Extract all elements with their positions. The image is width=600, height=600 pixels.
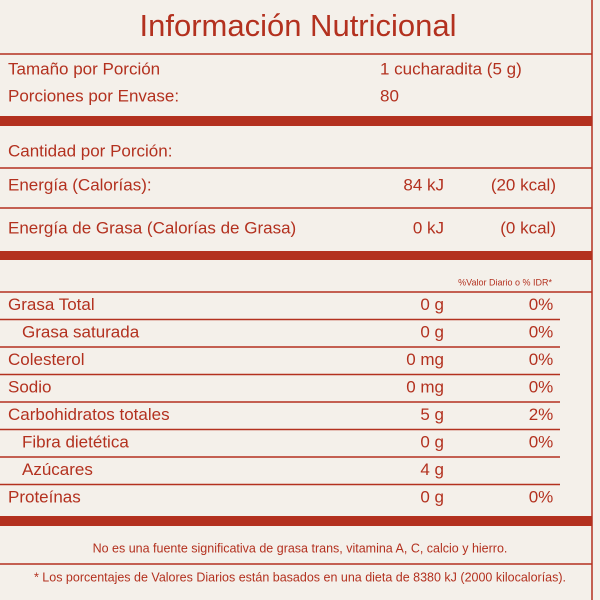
footnote: * Los porcentajes de Valores Diarios est… xyxy=(34,570,566,584)
nutrient-percent: 0% xyxy=(529,323,554,342)
energy-kcal: (20 kcal) xyxy=(491,175,556,194)
nutrient-rows: Grasa Total 0 g 0% Grasa saturada 0 g 0% Coles… xyxy=(0,295,560,507)
energy-kj: 0 kJ xyxy=(413,218,444,237)
thick-divider xyxy=(0,516,592,526)
footnote: No es una fuente significativa de grasa … xyxy=(93,541,508,555)
thick-divider xyxy=(0,116,592,126)
energy-label: Energía (Calorías): xyxy=(8,175,152,194)
servings-label: Porciones por Envase: xyxy=(8,86,179,105)
energy-kj: 84 kJ xyxy=(403,175,444,194)
nutrient-name: Carbohidratos totales xyxy=(8,405,170,424)
nutrient-name: Proteínas xyxy=(8,488,81,507)
nutrient-percent: 0% xyxy=(529,488,554,507)
nutrient-name: Grasa Total xyxy=(8,295,95,314)
energy-label: Energía de Grasa (Calorías de Grasa) xyxy=(8,218,296,237)
nutrient-name: Fibra dietética xyxy=(22,433,129,452)
amount-header: Cantidad por Porción: xyxy=(8,141,172,160)
servings-value: 80 xyxy=(380,86,399,105)
nutrient-amount: 0 mg xyxy=(406,350,444,369)
nutrient-amount: 0 g xyxy=(420,323,444,342)
nutrient-name: Grasa saturada xyxy=(22,323,140,342)
thick-divider xyxy=(0,251,592,260)
nutrient-percent: 2% xyxy=(529,405,554,424)
nutrient-amount: 0 mg xyxy=(406,378,444,397)
nutrient-percent: 0% xyxy=(529,350,554,369)
nutrient-name: Sodio xyxy=(8,378,51,397)
energy-kcal: (0 kcal) xyxy=(500,218,556,237)
serving-label: Tamaño por Porción xyxy=(8,59,160,78)
nutrient-percent: 0% xyxy=(529,295,554,314)
nutrient-amount: 4 g xyxy=(420,460,444,479)
title: Información Nutricional xyxy=(139,8,456,43)
nutrient-amount: 5 g xyxy=(420,405,444,424)
nutrient-name: Azúcares xyxy=(22,460,93,479)
nutrient-amount: 0 g xyxy=(420,433,444,452)
dv-header: %Valor Diario o % IDR* xyxy=(458,277,552,287)
nutrient-amount: 0 g xyxy=(420,488,444,507)
nutrient-percent: 0% xyxy=(529,378,554,397)
nutrient-name: Colesterol xyxy=(8,350,85,369)
serving-value: 1 cucharadita (5 g) xyxy=(380,59,522,78)
nutrient-percent: 0% xyxy=(529,433,554,452)
nutrient-amount: 0 g xyxy=(420,295,444,314)
